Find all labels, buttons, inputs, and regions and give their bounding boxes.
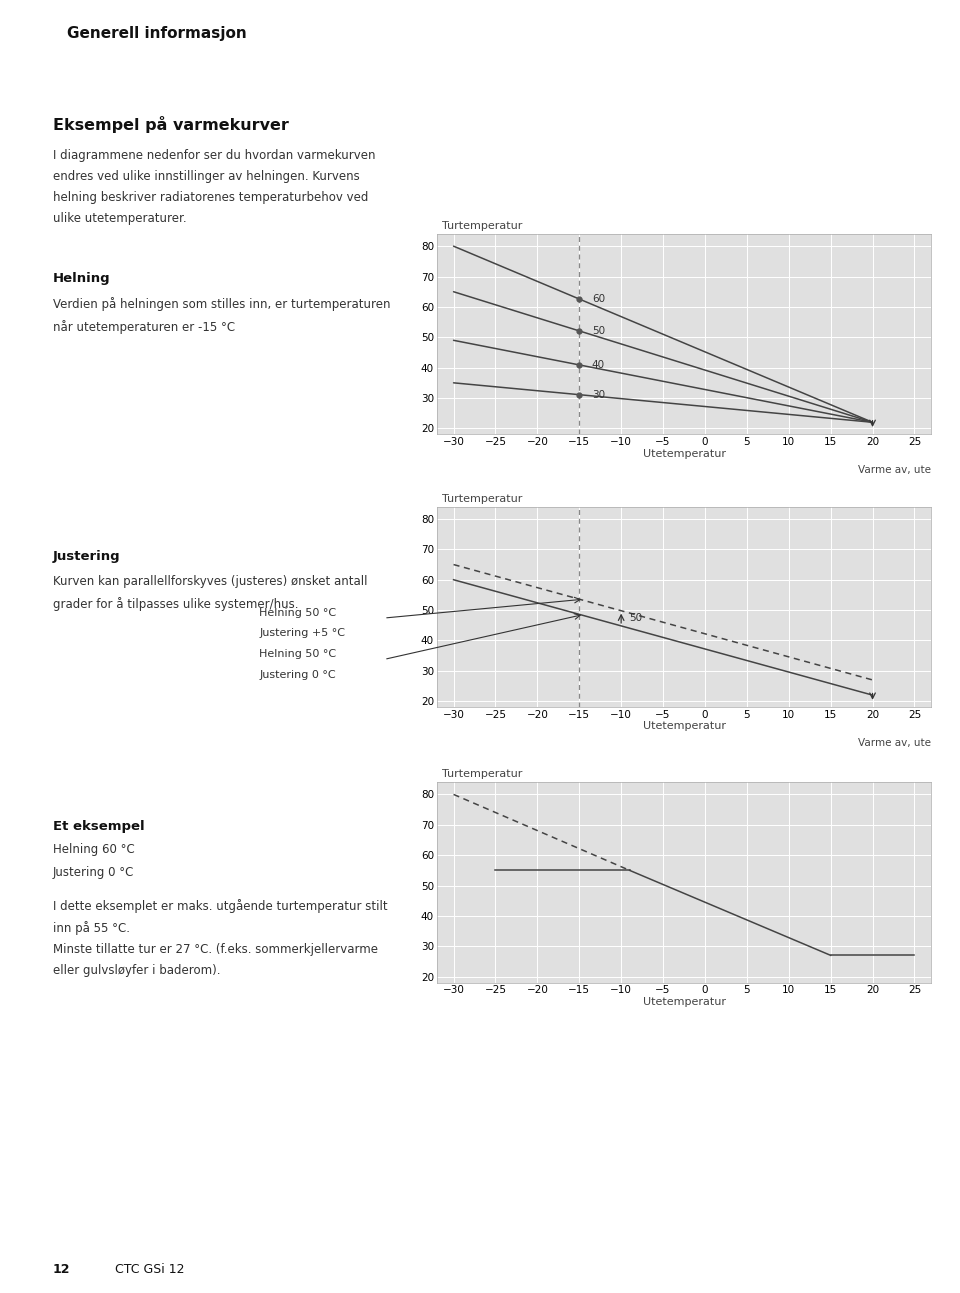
Text: Eksempel på varmekurver: Eksempel på varmekurver [53,116,289,133]
Text: Turtemperatur: Turtemperatur [442,221,522,231]
Text: CTC GSi 12: CTC GSi 12 [115,1263,184,1276]
X-axis label: Utetemperatur: Utetemperatur [642,997,726,1007]
Text: Helning: Helning [53,272,110,284]
Text: Verdien på helningen som stilles inn, er turtemperaturen
når utetemperaturen er : Verdien på helningen som stilles inn, er… [53,297,391,334]
Text: Justering 0 °C: Justering 0 °C [259,670,336,680]
Text: Kurven kan parallellforskyves (justeres) ønsket antall
grader for å tilpasses ul: Kurven kan parallellforskyves (justeres)… [53,575,368,612]
Text: 30: 30 [591,389,605,400]
Text: Turtemperatur: Turtemperatur [442,494,522,504]
Text: Justering 0 °C: Justering 0 °C [53,866,134,879]
Text: I dette eksemplet er maks. utgående turtemperatur stilt
inn på 55 °C.
Minste til: I dette eksemplet er maks. utgående turt… [53,899,388,978]
X-axis label: Utetemperatur: Utetemperatur [642,449,726,459]
Text: Justering: Justering [53,550,120,562]
Text: Et eksempel: Et eksempel [53,820,144,833]
Text: 60: 60 [591,294,605,304]
Text: 50: 50 [591,326,605,336]
Text: Helning 50 °C: Helning 50 °C [259,649,336,659]
Text: Generell informasjon: Generell informasjon [67,26,247,41]
Text: Helning 60 °C: Helning 60 °C [53,843,134,856]
Text: Justering +5 °C: Justering +5 °C [259,628,346,639]
Text: Turtemperatur: Turtemperatur [442,769,522,780]
Text: 12: 12 [53,1263,70,1276]
Text: 40: 40 [591,359,605,370]
X-axis label: Utetemperatur: Utetemperatur [642,721,726,732]
Text: I diagrammene nedenfor ser du hvordan varmekurven
endres ved ulike innstillinger: I diagrammene nedenfor ser du hvordan va… [53,149,375,225]
Text: Helning 50 °C: Helning 50 °C [259,608,336,618]
Text: 50: 50 [630,613,642,623]
Text: Varme av, ute: Varme av, ute [858,465,931,476]
Text: Varme av, ute: Varme av, ute [858,738,931,749]
